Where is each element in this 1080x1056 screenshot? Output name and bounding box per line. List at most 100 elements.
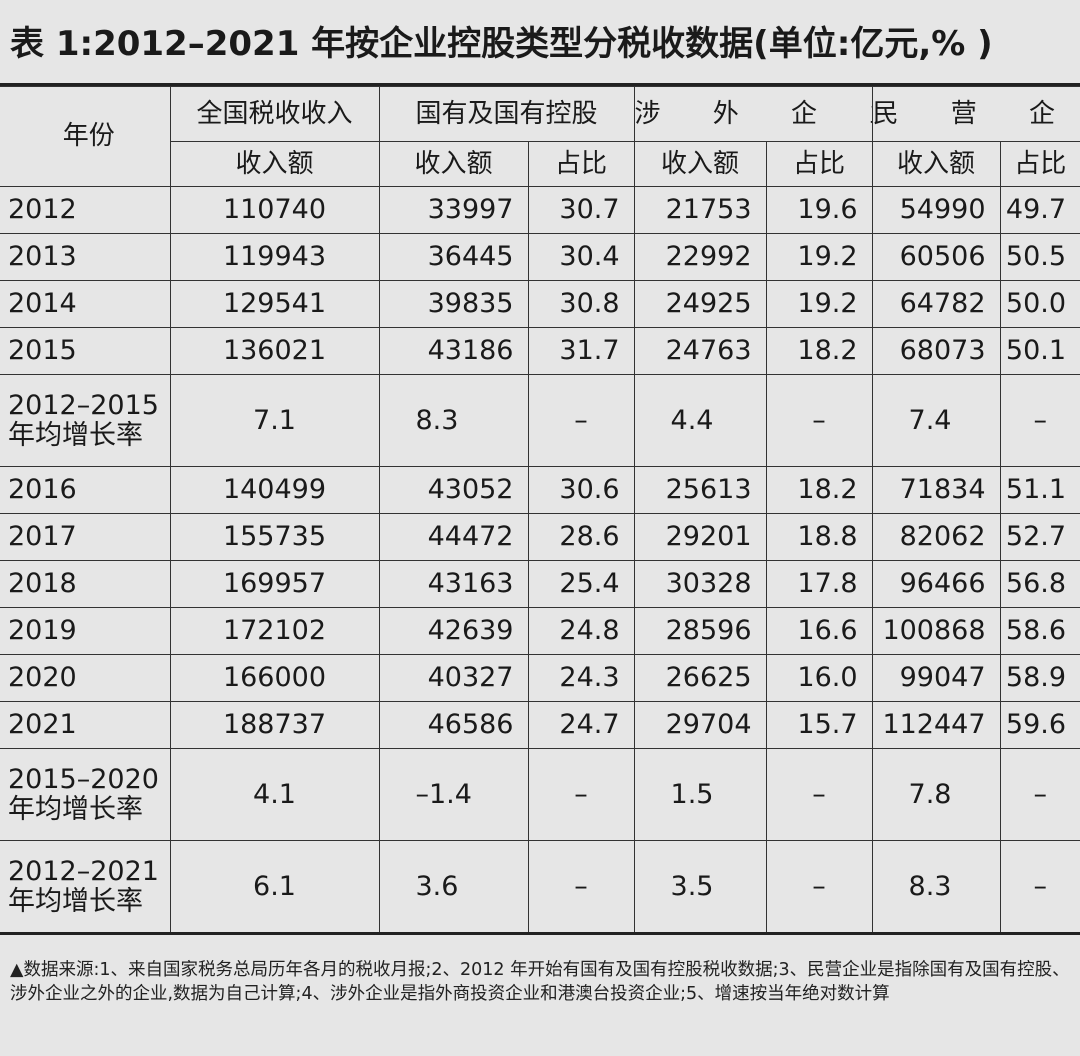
cell-total: 129541: [169, 280, 380, 328]
cell-private-share: 50.5: [999, 233, 1080, 281]
header-year: 年份: [0, 86, 171, 187]
cell-state-income: 33997: [378, 186, 529, 234]
cell-foreign-share: 18.8: [765, 513, 873, 561]
table-row: 2021 188737 46586 24.7 29704 15.7 112447 59.6: [0, 701, 1080, 749]
cell-year: 2015: [0, 327, 171, 375]
cell-private-income: 71834: [871, 466, 1001, 514]
cell-foreign-income: 22992: [633, 233, 767, 281]
cell-state-income: 43163: [378, 560, 529, 608]
header-row-sub: 收入额 收入额 占比 收入额 占比 收入额 占比: [0, 141, 1080, 187]
cell-foreign-share: 19.6: [765, 186, 873, 234]
cell-private-share: 52.7: [999, 513, 1080, 561]
cell-state-share: 24.8: [527, 607, 635, 655]
table-row: 2014 129541 39835 30.8 24925 19.2 64782 50.0: [0, 280, 1080, 328]
cell-private-share: 56.8: [999, 560, 1080, 608]
cell-foreign-income: 24763: [633, 327, 767, 375]
cell-state-income: 43052: [378, 466, 529, 514]
tax-table: 年份 全国税收收入 国有及国有控股 涉 外 企 业 民 营 企 业 收入额 收入…: [0, 86, 1080, 935]
cell-state-income: 8.3: [378, 374, 529, 467]
cell-private-share: 58.6: [999, 607, 1080, 655]
cell-year: 2012–2021 年均增长率: [0, 840, 171, 935]
cell-state-share: 30.4: [527, 233, 635, 281]
cell-state-income: 39835: [378, 280, 529, 328]
cell-foreign-income: 30328: [633, 560, 767, 608]
cell-foreign-share: 18.2: [765, 327, 873, 375]
cell-foreign-share: –: [765, 748, 873, 841]
table-row: 2012 110740 33997 30.7 21753 19.6 54990 49.7: [0, 186, 1080, 234]
cell-foreign-income: 29201: [633, 513, 767, 561]
cell-total: 6.1: [169, 840, 380, 935]
cell-private-share: –: [999, 748, 1080, 841]
header-private-share: 占比: [999, 141, 1080, 187]
header-foreign-share: 占比: [765, 141, 873, 187]
table-row: 2019 172102 42639 24.8 28596 16.6 100868 58.6: [0, 607, 1080, 655]
cell-foreign-share: –: [765, 374, 873, 467]
cell-state-income: 3.6: [378, 840, 529, 935]
cell-foreign-share: 16.6: [765, 607, 873, 655]
header-foreign-income: 收入额: [633, 141, 767, 187]
cell-total: 7.1: [169, 374, 380, 467]
cell-year: 2018: [0, 560, 171, 608]
cell-state-share: –: [527, 840, 635, 935]
cell-private-share: 51.1: [999, 466, 1080, 514]
cell-state-share: 31.7: [527, 327, 635, 375]
cell-foreign-income: 4.4: [633, 374, 767, 467]
cell-private-income: 82062: [871, 513, 1001, 561]
cell-year: 2019: [0, 607, 171, 655]
table-title: 表 1:2012–2021 年按企业控股类型分税收数据(单位:亿元,% ): [10, 24, 993, 64]
header-state-income: 收入额: [378, 141, 529, 187]
cell-foreign-share: 16.0: [765, 654, 873, 702]
header-row-groups: 年份 全国税收收入 国有及国有控股 涉 外 企 业 民 营 企 业: [0, 86, 1080, 187]
cell-foreign-share: 18.2: [765, 466, 873, 514]
cell-private-income: 60506: [871, 233, 1001, 281]
cell-total: 4.1: [169, 748, 380, 841]
header-private-income: 收入额: [871, 141, 1001, 187]
footnote: ▲数据来源:1、来自国家税务总局历年各月的税收月报;2、2012 年开始有国有及…: [10, 960, 1070, 1004]
cell-state-share: 30.7: [527, 186, 635, 234]
header-private: 民 营 企 业: [871, 86, 1080, 142]
cell-total: 119943: [169, 233, 380, 281]
cell-state-share: –: [527, 748, 635, 841]
cell-state-share: –: [527, 374, 635, 467]
cell-year: 2012: [0, 186, 171, 234]
cell-private-income: 64782: [871, 280, 1001, 328]
header-total-income: 收入额: [169, 141, 380, 187]
table-row: 2016 140499 43052 30.6 25613 18.2 71834 51.1: [0, 466, 1080, 514]
growth-rate-row: 2015–2020 年均增长率 4.1 –1.4–1.5–7.8–: [0, 748, 1080, 841]
cell-private-income: 7.4: [871, 374, 1001, 467]
cell-private-income: 99047: [871, 654, 1001, 702]
cell-state-share: 30.8: [527, 280, 635, 328]
header-total: 全国税收收入: [169, 86, 380, 142]
cell-year: 2013: [0, 233, 171, 281]
cell-state-income: 36445: [378, 233, 529, 281]
cell-private-share: 50.0: [999, 280, 1080, 328]
cell-foreign-income: 1.5: [633, 748, 767, 841]
cell-year: 2017: [0, 513, 171, 561]
cell-foreign-income: 28596: [633, 607, 767, 655]
cell-year: 2021: [0, 701, 171, 749]
table-row: 2013 119943 36445 30.4 22992 19.2 60506 50.5: [0, 233, 1080, 281]
cell-private-share: 50.1: [999, 327, 1080, 375]
cell-state-share: 28.6: [527, 513, 635, 561]
growth-rate-row: 2012–2021 年均增长率 6.1 3.6–3.5–8.3–: [0, 840, 1080, 935]
cell-state-income: –1.4: [378, 748, 529, 841]
cell-state-income: 44472: [378, 513, 529, 561]
top-rule: [0, 83, 1080, 86]
cell-state-share: 25.4: [527, 560, 635, 608]
cell-private-share: 58.9: [999, 654, 1080, 702]
cell-year: 2016: [0, 466, 171, 514]
cell-foreign-income: 25613: [633, 466, 767, 514]
cell-state-income: 43186: [378, 327, 529, 375]
cell-state-share: 24.3: [527, 654, 635, 702]
cell-private-income: 96466: [871, 560, 1001, 608]
cell-total: 155735: [169, 513, 380, 561]
table-row: 2020 166000 40327 24.3 26625 16.0 99047 58.9: [0, 654, 1080, 702]
header-state-share: 占比: [527, 141, 635, 187]
cell-state-share: 24.7: [527, 701, 635, 749]
cell-state-share: 30.6: [527, 466, 635, 514]
cell-private-income: 8.3: [871, 840, 1001, 935]
cell-foreign-share: 17.8: [765, 560, 873, 608]
cell-private-income: 54990: [871, 186, 1001, 234]
header-foreign: 涉 外 企 业: [633, 86, 873, 142]
cell-foreign-income: 26625: [633, 654, 767, 702]
